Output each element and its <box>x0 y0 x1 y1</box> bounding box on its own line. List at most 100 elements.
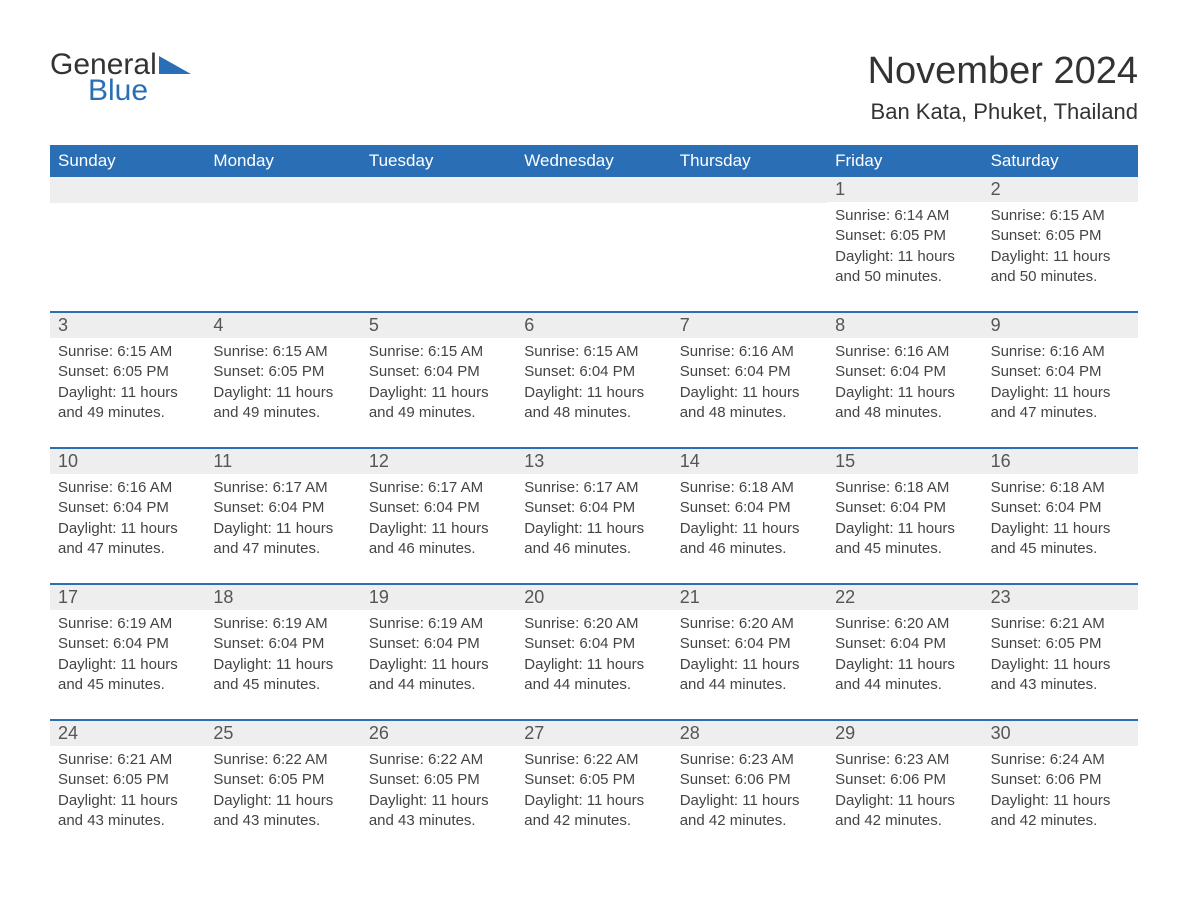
day-cell: 29Sunrise: 6:23 AMSunset: 6:06 PMDayligh… <box>827 721 982 837</box>
sunrise-text: Sunrise: 6:16 AM <box>58 478 197 498</box>
day-number <box>205 177 360 203</box>
sunset-text: Sunset: 6:04 PM <box>835 498 974 518</box>
day-cell: 6Sunrise: 6:15 AMSunset: 6:04 PMDaylight… <box>516 313 671 429</box>
sunrise-text: Sunrise: 6:21 AM <box>991 614 1130 634</box>
sunset-text: Sunset: 6:05 PM <box>991 634 1130 654</box>
day-number: 24 <box>50 721 205 746</box>
sunset-text: Sunset: 6:05 PM <box>58 770 197 790</box>
dow-friday: Friday <box>827 145 982 177</box>
day-details: Sunrise: 6:15 AMSunset: 6:05 PMDaylight:… <box>983 202 1138 293</box>
sunrise-text: Sunrise: 6:14 AM <box>835 206 974 226</box>
sunrise-text: Sunrise: 6:19 AM <box>369 614 508 634</box>
sunrise-text: Sunrise: 6:15 AM <box>369 342 508 362</box>
day-number: 13 <box>516 449 671 474</box>
day-details: Sunrise: 6:22 AMSunset: 6:05 PMDaylight:… <box>361 746 516 837</box>
day-cell: 28Sunrise: 6:23 AMSunset: 6:06 PMDayligh… <box>672 721 827 837</box>
day-cell: 15 Sunrise: 6:18 AMSunset: 6:04 PMDayligh… <box>827 449 982 565</box>
week-row: 10Sunrise: 6:16 AMSunset: 6:04 PMDayligh… <box>50 447 1138 565</box>
daylight-text: Daylight: 11 hours and 42 minutes. <box>991 791 1130 832</box>
sunrise-text: Sunrise: 6:18 AM <box>835 478 974 498</box>
sunset-text: Sunset: 6:04 PM <box>524 362 663 382</box>
sunrise-text: Sunrise: 6:21 AM <box>58 750 197 770</box>
daylight-text: Daylight: 11 hours and 43 minutes. <box>991 655 1130 696</box>
day-cell: 12Sunrise: 6:17 AMSunset: 6:04 PMDayligh… <box>361 449 516 565</box>
day-cell: 19Sunrise: 6:19 AMSunset: 6:04 PMDayligh… <box>361 585 516 701</box>
title-block: November 2024 Ban Kata, Phuket, Thailand <box>868 50 1138 125</box>
sunrise-text: Sunrise: 6:20 AM <box>835 614 974 634</box>
day-details: Sunrise: 6:21 AMSunset: 6:05 PMDaylight:… <box>50 746 205 837</box>
day-number: 8 <box>827 313 982 338</box>
daylight-text: Daylight: 11 hours and 47 minutes. <box>58 519 197 560</box>
sunset-text: Sunset: 6:06 PM <box>835 770 974 790</box>
daylight-text: Daylight: 11 hours and 44 minutes. <box>524 655 663 696</box>
day-cell: 10Sunrise: 6:16 AMSunset: 6:04 PMDayligh… <box>50 449 205 565</box>
daylight-text: Daylight: 11 hours and 47 minutes. <box>213 519 352 560</box>
daylight-text: Daylight: 11 hours and 43 minutes. <box>369 791 508 832</box>
day-cell: 3Sunrise: 6:15 AMSunset: 6:05 PMDaylight… <box>50 313 205 429</box>
daylight-text: Daylight: 11 hours and 43 minutes. <box>58 791 197 832</box>
day-details: Sunrise: 6:19 AMSunset: 6:04 PMDaylight:… <box>361 610 516 701</box>
daylight-text: Daylight: 11 hours and 46 minutes. <box>680 519 819 560</box>
sunset-text: Sunset: 6:05 PM <box>213 362 352 382</box>
sunrise-text: Sunrise: 6:24 AM <box>991 750 1130 770</box>
day-number: 22 <box>827 585 982 610</box>
daylight-text: Daylight: 11 hours and 44 minutes. <box>835 655 974 696</box>
daylight-text: Daylight: 11 hours and 45 minutes. <box>835 519 974 560</box>
day-details: Sunrise: 6:14 AMSunset: 6:05 PMDaylight:… <box>827 202 982 293</box>
sunset-text: Sunset: 6:04 PM <box>991 362 1130 382</box>
day-details: Sunrise: 6:23 AMSunset: 6:06 PMDaylight:… <box>672 746 827 837</box>
day-cell: 7Sunrise: 6:16 AMSunset: 6:04 PMDaylight… <box>672 313 827 429</box>
day-number: 6 <box>516 313 671 338</box>
day-details: Sunrise: 6:16 AMSunset: 6:04 PMDaylight:… <box>672 338 827 429</box>
day-number: 20 <box>516 585 671 610</box>
day-number <box>516 177 671 203</box>
sunrise-text: Sunrise: 6:18 AM <box>991 478 1130 498</box>
sunrise-text: Sunrise: 6:16 AM <box>680 342 819 362</box>
sunset-text: Sunset: 6:04 PM <box>680 362 819 382</box>
day-details: Sunrise: 6:15 AMSunset: 6:04 PMDaylight:… <box>361 338 516 429</box>
day-cell: 25Sunrise: 6:22 AMSunset: 6:05 PMDayligh… <box>205 721 360 837</box>
daylight-text: Daylight: 11 hours and 48 minutes. <box>835 383 974 424</box>
day-details: Sunrise: 6:20 AMSunset: 6:04 PMDaylight:… <box>516 610 671 701</box>
day-cell: 22 Sunrise: 6:20 AMSunset: 6:04 PMDayligh… <box>827 585 982 701</box>
sunrise-text: Sunrise: 6:23 AM <box>680 750 819 770</box>
sunset-text: Sunset: 6:05 PM <box>213 770 352 790</box>
day-number: 15 <box>827 449 982 474</box>
sunset-text: Sunset: 6:04 PM <box>213 498 352 518</box>
sunset-text: Sunset: 6:04 PM <box>524 498 663 518</box>
sunset-text: Sunset: 6:04 PM <box>213 634 352 654</box>
day-details: Sunrise: 6:19 AMSunset: 6:04 PMDaylight:… <box>205 610 360 701</box>
day-cell: 11Sunrise: 6:17 AMSunset: 6:04 PMDayligh… <box>205 449 360 565</box>
day-details: Sunrise: 6:18 AMSunset: 6:04 PMDaylight:… <box>672 474 827 565</box>
sunset-text: Sunset: 6:04 PM <box>991 498 1130 518</box>
day-details: Sunrise: 6:16 AMSunset: 6:04 PMDaylight:… <box>983 338 1138 429</box>
month-title: November 2024 <box>868 50 1138 93</box>
day-number <box>361 177 516 203</box>
sunset-text: Sunset: 6:04 PM <box>835 634 974 654</box>
logo: General Blue <box>50 50 191 106</box>
day-number <box>50 177 205 203</box>
daylight-text: Daylight: 11 hours and 49 minutes. <box>213 383 352 424</box>
day-number: 12 <box>361 449 516 474</box>
day-number: 11 <box>205 449 360 474</box>
sunrise-text: Sunrise: 6:17 AM <box>524 478 663 498</box>
daylight-text: Daylight: 11 hours and 42 minutes. <box>680 791 819 832</box>
daylight-text: Daylight: 11 hours and 48 minutes. <box>524 383 663 424</box>
daylight-text: Daylight: 11 hours and 49 minutes. <box>58 383 197 424</box>
sunset-text: Sunset: 6:06 PM <box>991 770 1130 790</box>
daylight-text: Daylight: 11 hours and 47 minutes. <box>991 383 1130 424</box>
sunset-text: Sunset: 6:05 PM <box>835 226 974 246</box>
header: General Blue November 2024 Ban Kata, Phu… <box>50 50 1138 125</box>
daylight-text: Daylight: 11 hours and 50 minutes. <box>835 247 974 288</box>
dow-wednesday: Wednesday <box>516 145 671 177</box>
dow-sunday: Sunday <box>50 145 205 177</box>
dow-monday: Monday <box>205 145 360 177</box>
sunset-text: Sunset: 6:04 PM <box>524 634 663 654</box>
day-number: 19 <box>361 585 516 610</box>
sunset-text: Sunset: 6:05 PM <box>991 226 1130 246</box>
logo-triangle-icon <box>159 56 191 74</box>
day-number <box>672 177 827 203</box>
day-cell: 18Sunrise: 6:19 AMSunset: 6:04 PMDayligh… <box>205 585 360 701</box>
daylight-text: Daylight: 11 hours and 45 minutes. <box>991 519 1130 560</box>
day-cell: 2Sunrise: 6:15 AMSunset: 6:05 PMDaylight… <box>983 177 1138 293</box>
